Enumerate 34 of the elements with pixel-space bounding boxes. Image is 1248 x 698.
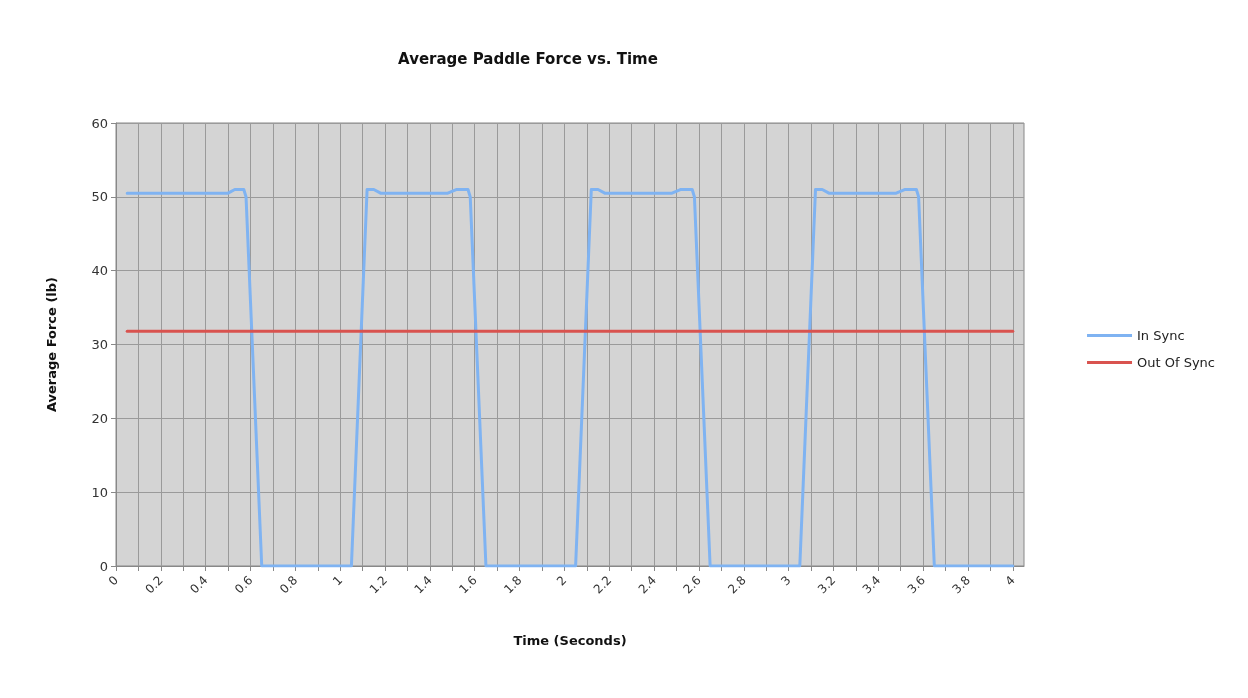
x-axis-title: Time (Seconds) — [513, 633, 627, 648]
line-series — [125, 187, 1015, 568]
x-tick-label: 2.8 — [725, 573, 749, 597]
x-tick-label: 2.6 — [680, 573, 704, 597]
chart-title: Average Paddle Force vs. Time — [398, 49, 658, 68]
legend-label: Out Of Sync — [1137, 355, 1216, 370]
y-tick-label: 20 — [91, 410, 108, 426]
y-tick-label: 50 — [91, 189, 108, 205]
x-tick-label: 1.8 — [501, 573, 525, 597]
y-tick-label: 60 — [91, 115, 108, 131]
x-tick-label: 3.6 — [904, 573, 929, 597]
y-tick-label: 0 — [99, 558, 108, 574]
x-tick-label: 0 — [105, 573, 121, 589]
x-tick-label: 1.2 — [366, 573, 390, 597]
x-tick-label: 3 — [778, 573, 794, 589]
x-tick-label: 1.4 — [411, 573, 435, 597]
y-tick-label: 10 — [91, 484, 108, 500]
x-tick-label: 2.4 — [635, 573, 660, 597]
x-tick-label: 3.8 — [949, 573, 973, 597]
x-tick-label: 3.4 — [859, 573, 884, 597]
y-tick-label: 30 — [91, 337, 108, 352]
x-tick-label: 0.6 — [232, 573, 256, 597]
y-axis-title: Average Force (lb) — [44, 276, 59, 413]
x-tick-label: 0.8 — [276, 573, 301, 597]
x-tick-label: 1.6 — [456, 573, 480, 597]
legend-label: In Sync — [1137, 328, 1185, 343]
x-tick-label: 2 — [554, 573, 570, 589]
x-tick-label: 2.2 — [590, 573, 615, 597]
x-tick-label: 0.2 — [142, 573, 166, 597]
y-tick-label: 40 — [91, 263, 108, 279]
x-tick-label: 4 — [1002, 573, 1018, 589]
x-tick-label: 3.2 — [815, 573, 839, 597]
x-tick-label: 0.4 — [187, 573, 211, 597]
x-tick-label: 1 — [329, 573, 346, 589]
